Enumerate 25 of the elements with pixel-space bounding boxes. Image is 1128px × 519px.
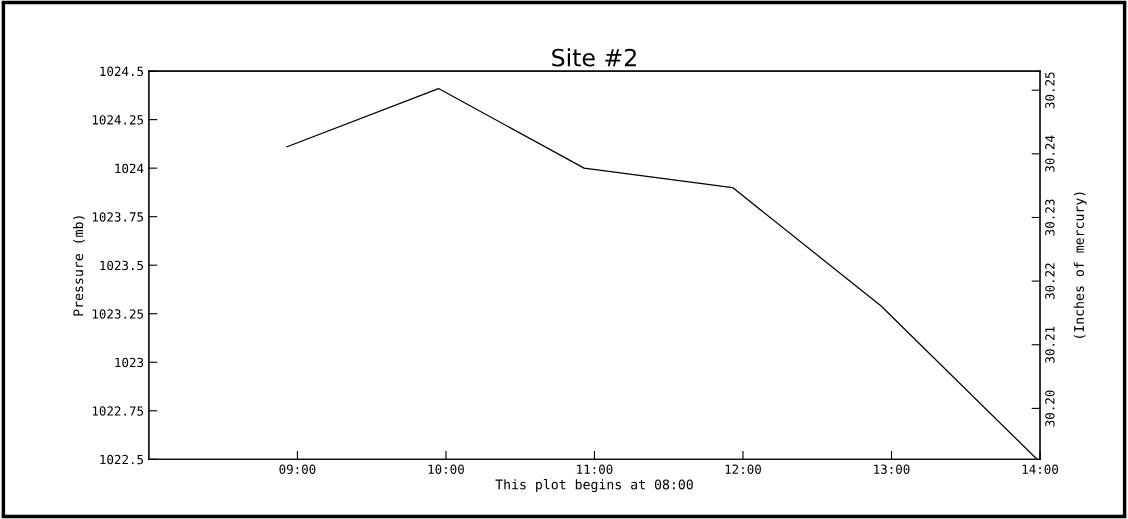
chart-title: Site #2	[552, 48, 636, 67]
y2-tick-label: 30.24	[1045, 135, 1055, 172]
x-tick-label: 14:00	[1022, 464, 1059, 474]
y-tick-label: 1022.75	[92, 406, 144, 416]
y-tick-label: 1023.75	[92, 212, 144, 222]
x-axis-title: This plot begins at 08:00	[495, 479, 693, 493]
y-tick-label: 1024.25	[92, 115, 144, 125]
x-tick-label: 10:00	[428, 464, 464, 474]
x-tick-label: 13:00	[874, 464, 910, 474]
y2-tick-label: 30.22	[1045, 263, 1055, 300]
x-tick-label: 11:00	[577, 464, 613, 474]
y-tick-label: 1023.25	[92, 309, 144, 319]
y-tick-label: 1022.5	[100, 454, 144, 465]
y-tick-label: 1024.5	[100, 66, 144, 77]
y2-tick-label: 30.20	[1045, 390, 1055, 427]
y-tick-label: 1023.5	[100, 260, 144, 271]
y2-tick-label: 30.21	[1045, 326, 1055, 363]
x-tick-label: 09:00	[279, 464, 316, 474]
y-axis-title: Pressure (mb)	[73, 216, 85, 316]
x-tick-label: 12:00	[725, 464, 761, 474]
y-tick-label: 1023	[115, 357, 144, 368]
y-tick-label: 1024	[115, 163, 144, 174]
y2-axis-title: (Inches of mercury)	[1073, 192, 1087, 338]
y2-tick-label: 30.25	[1045, 72, 1055, 109]
y2-tick-label: 30.23	[1045, 199, 1055, 236]
